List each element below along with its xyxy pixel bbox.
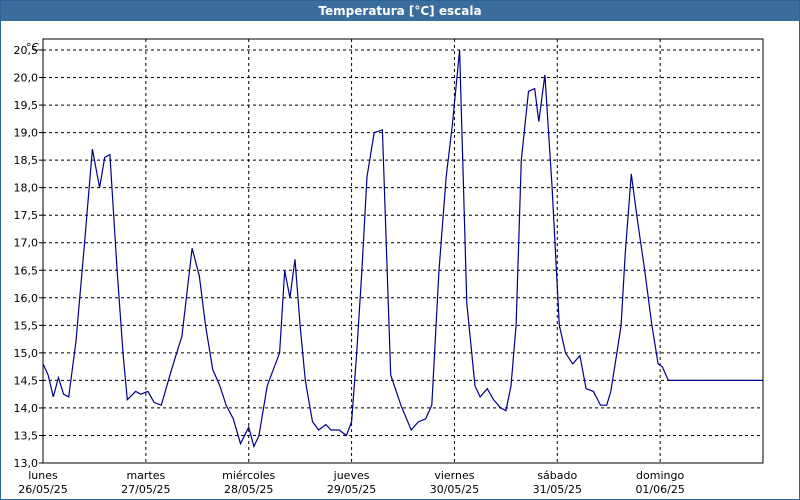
x-tick-date-label: 29/05/25	[327, 483, 376, 496]
x-tick-date-label: 01/06/25	[635, 483, 684, 496]
x-tick-day-label: domingo	[636, 469, 684, 482]
y-tick-label: 15,0	[14, 347, 39, 360]
y-tick-label: 14,5	[14, 374, 39, 387]
y-tick-label: 17,5	[14, 209, 39, 222]
y-unit-label: °C	[26, 41, 40, 54]
x-tick-day-label: lunes	[28, 469, 58, 482]
y-tick-label: 13,5	[14, 429, 39, 442]
chart-title: Temperatura [°C] escala	[1, 1, 799, 21]
plot-container: °C 13,0 13,5 14,0 14,5 15,0 15,5 16,0 16,5 17,0 1…	[1, 22, 799, 499]
x-tick-date-label: 26/05/25	[18, 483, 67, 496]
x-tick-day-label: jueves	[333, 469, 370, 482]
y-tick-label: 14,0	[14, 402, 39, 415]
y-tick-label: 19,0	[14, 127, 39, 140]
x-tick-day-label: viernes	[434, 469, 474, 482]
x-tick-day-label: sábado	[537, 469, 577, 482]
x-tick-day-label: martes	[126, 469, 165, 482]
y-tick-label: 15,5	[14, 319, 39, 332]
plot-frame	[42, 38, 764, 464]
y-tick-label: 18,0	[14, 182, 39, 195]
y-tick-label: 20,5	[14, 44, 39, 57]
x-tick-date-label: 28/05/25	[224, 483, 273, 496]
y-tick-label: 13,0	[14, 457, 39, 470]
temperature-line	[42, 49, 763, 449]
y-tick-label: 19,5	[14, 99, 39, 112]
y-tick-label: 17,0	[14, 237, 39, 250]
y-tick-label: 16,0	[14, 292, 39, 305]
x-tick-date-label: 27/05/25	[121, 483, 170, 496]
x-tick-date-label: 30/05/25	[430, 483, 479, 496]
temperature-chart: 13,0 13,5 14,0 14,5 15,0 15,5 16,0 16,5 17,0 17,5…	[14, 38, 764, 496]
x-tick-date-label: 31/05/25	[533, 483, 582, 496]
y-tick-label: 16,5	[14, 264, 39, 277]
x-tick-day-label: miércoles	[222, 469, 275, 482]
y-tick-label: 20,0	[14, 72, 39, 85]
y-tick-label: 18,5	[14, 154, 39, 167]
